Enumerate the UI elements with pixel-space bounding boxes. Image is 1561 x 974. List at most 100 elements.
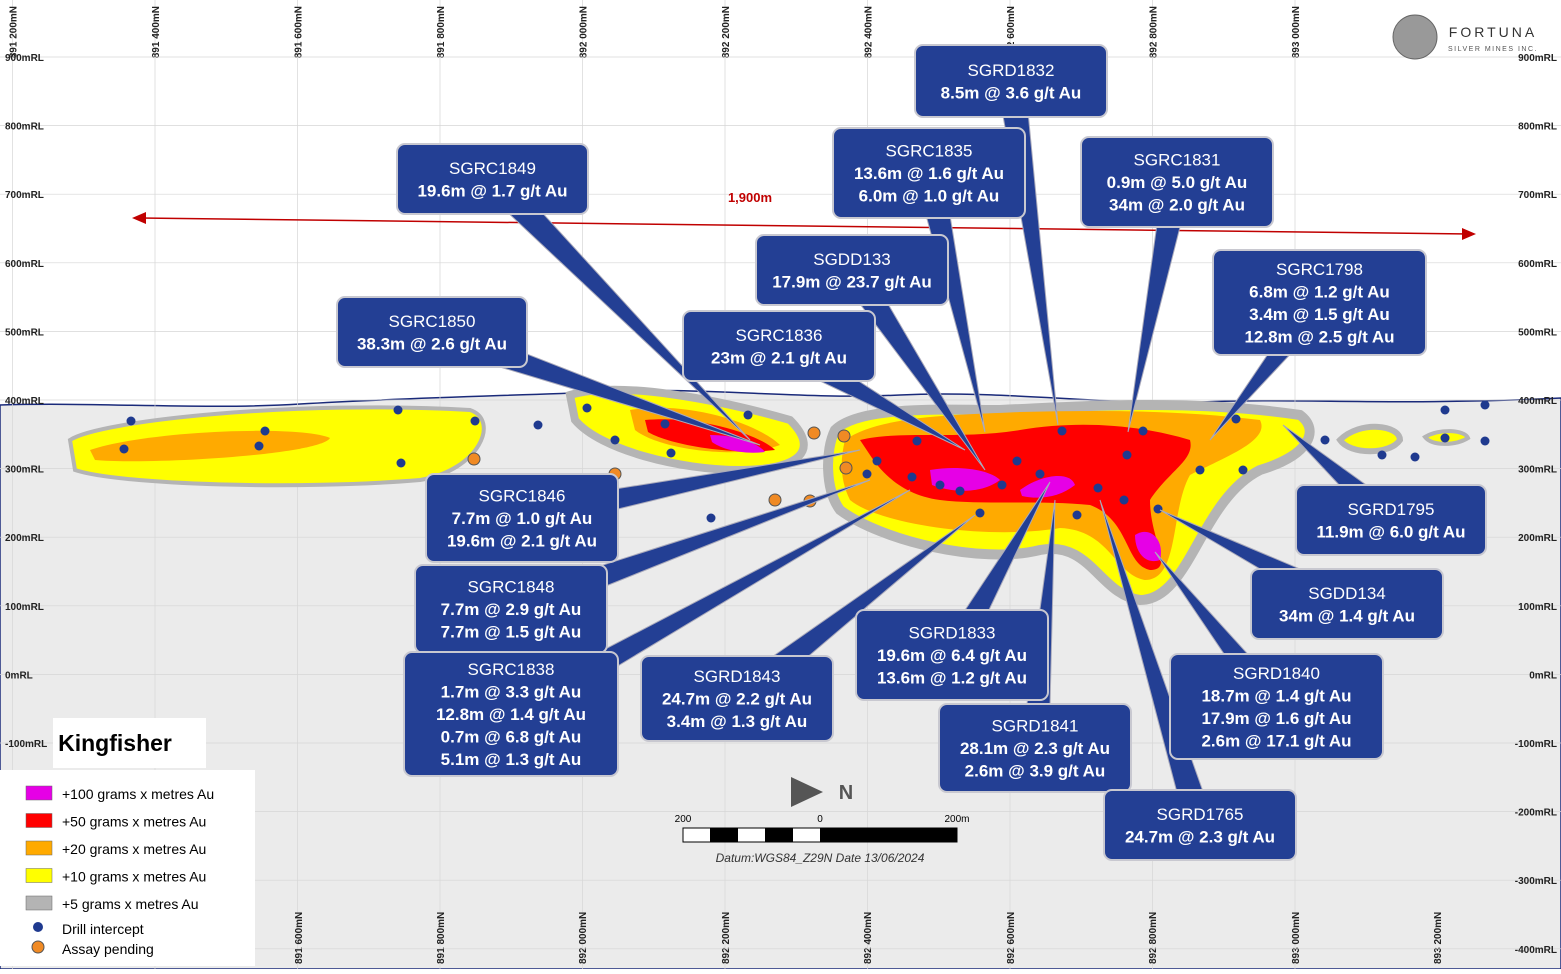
legend-swatch bbox=[25, 840, 53, 856]
elevation-label: -100mRL bbox=[5, 739, 47, 750]
legend-swatch bbox=[25, 813, 53, 828]
intercept: 0.7m @ 6.8 g/t Au bbox=[441, 728, 582, 747]
north-label: N bbox=[839, 782, 853, 804]
elevation-label: 600mRL bbox=[1518, 259, 1557, 270]
northing-label: 893 000mN bbox=[1291, 6, 1302, 58]
callout-box bbox=[336, 296, 528, 368]
north-arrow: N bbox=[791, 777, 853, 807]
intercept: 6.0m @ 1.0 g/t Au bbox=[859, 187, 1000, 206]
intercept: 7.7m @ 1.0 g/t Au bbox=[452, 509, 593, 528]
intercept: 3.4m @ 1.5 g/t Au bbox=[1249, 305, 1390, 324]
northing-label: 891 800mN bbox=[436, 912, 447, 964]
intercept: 34m @ 1.4 g/t Au bbox=[1279, 606, 1415, 625]
intercept: 28.1m @ 2.3 g/t Au bbox=[960, 739, 1110, 758]
callout-box bbox=[1212, 249, 1427, 356]
strike-length: 1,900m bbox=[728, 190, 772, 205]
callout-box bbox=[682, 310, 876, 382]
legend-label: +5 grams x metres Au bbox=[62, 896, 199, 912]
northing-label: 891 600mN bbox=[294, 6, 305, 58]
elevation-label: 200mRL bbox=[5, 533, 44, 544]
logo-name: FORTUNA bbox=[1449, 24, 1537, 40]
intercept: 7.7m @ 1.5 g/t Au bbox=[441, 623, 582, 642]
elevation-label: 500mRL bbox=[1518, 327, 1557, 338]
intercept: 13.6m @ 1.2 g/t Au bbox=[877, 669, 1027, 688]
intercept: 0.9m @ 5.0 g/t Au bbox=[1107, 173, 1248, 192]
intercept: 8.5m @ 3.6 g/t Au bbox=[941, 83, 1082, 102]
hole-id: SGRC1838 bbox=[468, 660, 555, 679]
elevation-label: 900mRL bbox=[5, 53, 44, 64]
intercept: 13.6m @ 1.6 g/t Au bbox=[854, 164, 1004, 183]
logo: FORTUNA SILVER MINES INC. bbox=[1392, 14, 1538, 60]
callout-box bbox=[425, 473, 619, 563]
callouts: SGRC1849 19.6m @ 1.7 g/t Au SGRC1850 38.3m … bbox=[336, 44, 1487, 861]
intercept: 1.7m @ 3.3 g/t Au bbox=[441, 683, 582, 702]
elevation-label: 100mRL bbox=[1518, 602, 1557, 613]
mineralisation bbox=[67, 385, 1471, 606]
intercept: 3.4m @ 1.3 g/t Au bbox=[667, 712, 808, 731]
intercept: 17.9m @ 23.7 g/t Au bbox=[772, 272, 932, 291]
hole-id: SGRD1795 bbox=[1348, 500, 1435, 519]
elevation-label: 400mRL bbox=[5, 396, 44, 407]
elevation-label: 0mRL bbox=[5, 670, 33, 681]
northing-label: 891 400mN bbox=[151, 6, 162, 58]
hole-id: SGRD1765 bbox=[1157, 805, 1244, 824]
legend-label: +100 grams x metres Au bbox=[62, 786, 214, 802]
hole-id: SGDD133 bbox=[813, 250, 890, 269]
legend-box bbox=[0, 770, 255, 966]
callout-box bbox=[1250, 568, 1444, 640]
legend-swatch bbox=[25, 868, 53, 883]
northing-label: 892 600mN bbox=[1006, 912, 1017, 964]
callout-box bbox=[1295, 484, 1487, 556]
intercept: 19.6m @ 2.1 g/t Au bbox=[447, 532, 597, 551]
intercept: 24.7m @ 2.2 g/t Au bbox=[662, 690, 812, 709]
intercept: 18.7m @ 1.4 g/t Au bbox=[1201, 686, 1351, 705]
intercept: 11.9m @ 6.0 g/t Au bbox=[1316, 522, 1465, 541]
intercept: 24.7m @ 2.3 g/t Au bbox=[1125, 827, 1275, 846]
callout-box bbox=[755, 234, 949, 306]
hole-id: SGRD1832 bbox=[968, 61, 1055, 80]
callout-box bbox=[1080, 136, 1274, 228]
northing-label: 891 800mN bbox=[436, 6, 447, 58]
legend: Drill intercept Assay pending +100 grams… bbox=[25, 785, 214, 957]
northing-label: 892 800mN bbox=[1149, 6, 1160, 58]
callout-box bbox=[403, 651, 619, 777]
legend-label: +10 grams x metres Au bbox=[62, 869, 206, 885]
hole-id: SGRC1798 bbox=[1276, 260, 1363, 279]
elevation-label: 100mRL bbox=[5, 602, 44, 613]
intercept: 7.7m @ 2.9 g/t Au bbox=[441, 600, 582, 619]
intercept: 2.6m @ 17.1 g/t Au bbox=[1201, 731, 1351, 750]
logo-sub: SILVER MINES INC. bbox=[1448, 46, 1538, 53]
scale-label: 0 bbox=[817, 814, 823, 825]
northing-label: 892 600mN bbox=[1006, 6, 1017, 58]
northing-label: 892 400mN bbox=[864, 6, 875, 58]
title: Kingfisher bbox=[58, 730, 172, 756]
intercept: 34m @ 2.0 g/t Au bbox=[1109, 196, 1245, 215]
elevation-label: 500mRL bbox=[5, 327, 44, 338]
callout-box bbox=[640, 655, 834, 742]
intercept: 23m @ 2.1 g/t Au bbox=[711, 348, 847, 367]
intercept: 19.6m @ 6.4 g/t Au bbox=[877, 646, 1027, 665]
northing-label: 892 000mN bbox=[578, 912, 589, 964]
elevation-label: 300mRL bbox=[1518, 465, 1557, 476]
elevation-label: -100mRL bbox=[1515, 739, 1557, 750]
callout-box bbox=[855, 609, 1049, 701]
intercept: 38.3m @ 2.6 g/t Au bbox=[357, 334, 507, 353]
hole-id: SGRC1850 bbox=[389, 312, 476, 331]
datum: Datum:WGS84_Z29N Date 13/06/2024 bbox=[716, 851, 925, 865]
elevation-label: -400mRL bbox=[1515, 945, 1557, 956]
elevation-label: 700mRL bbox=[5, 190, 44, 201]
hole-id: SGRC1849 bbox=[449, 159, 536, 178]
intercept: 5.1m @ 1.3 g/t Au bbox=[441, 750, 582, 769]
elevation-label: 600mRL bbox=[5, 259, 44, 270]
legend-label: Assay pending bbox=[62, 941, 154, 957]
hole-id: SGRC1831 bbox=[1134, 151, 1221, 170]
scale-bar: 200 0 200m Datum:WGS84_Z29N Date 13/06/2… bbox=[675, 814, 970, 865]
title-box bbox=[53, 718, 206, 768]
intercept: 12.8m @ 2.5 g/t Au bbox=[1244, 327, 1394, 346]
hole-id: SGDD134 bbox=[1308, 584, 1385, 603]
intercept: 2.6m @ 3.9 g/t Au bbox=[965, 762, 1106, 781]
elevation-label: 400mRL bbox=[1518, 396, 1557, 407]
hole-id: SGRD1843 bbox=[694, 667, 781, 686]
elevation-label: 0mRL bbox=[1529, 670, 1557, 681]
